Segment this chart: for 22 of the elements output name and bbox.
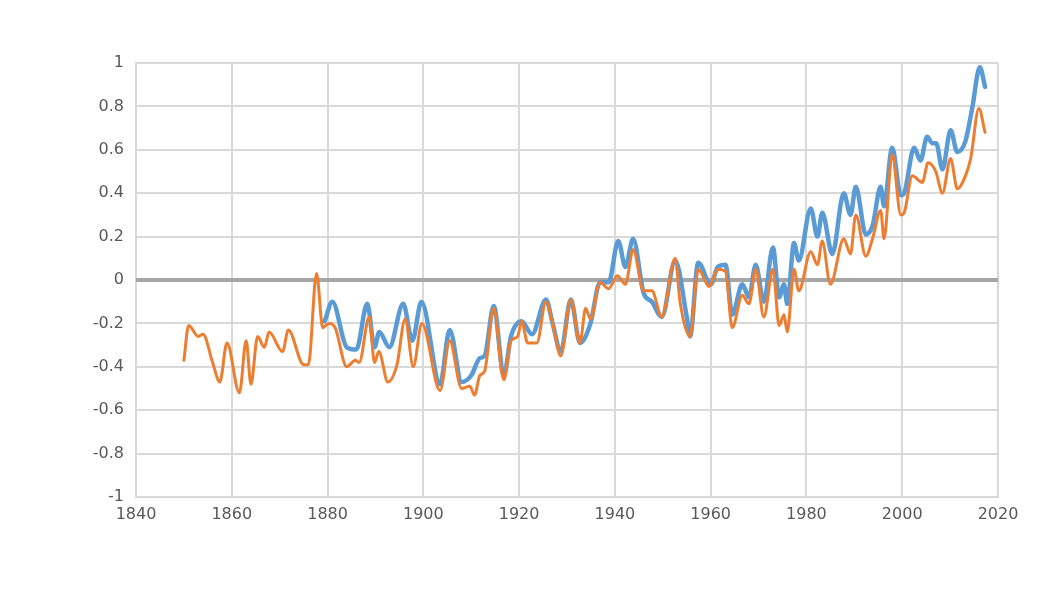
x-tick-label: 2020 <box>977 503 1019 523</box>
x-tick-label: 1980 <box>786 503 827 523</box>
x-tick-label: 1840 <box>115 503 157 523</box>
y-tick-label: 0.6 <box>98 138 124 158</box>
x-tick-label: 1960 <box>690 503 732 523</box>
y-tick-label: -1 <box>108 486 124 506</box>
line-series <box>182 107 987 397</box>
y-tick-label: -0.6 <box>92 399 124 419</box>
y-tick-label: 0.4 <box>98 182 124 202</box>
y-tick-label: 1 <box>113 52 124 72</box>
x-tick-label: 1940 <box>594 503 636 523</box>
x-tick-label: 1880 <box>307 503 348 523</box>
y-tick-label: 0.2 <box>98 225 124 245</box>
x-tick-label: 2000 <box>881 503 923 523</box>
y-tick-label: -0.4 <box>92 355 124 375</box>
x-tick-label: 1860 <box>211 503 253 523</box>
x-tick-label: 1920 <box>498 503 540 523</box>
y-tick-label: -0.8 <box>92 442 124 462</box>
y-tick-label: 0.8 <box>98 95 124 115</box>
y-tick-label: 0 <box>113 269 124 289</box>
y-tick-label: -0.2 <box>92 312 124 332</box>
x-tick-label: 1900 <box>402 503 444 523</box>
